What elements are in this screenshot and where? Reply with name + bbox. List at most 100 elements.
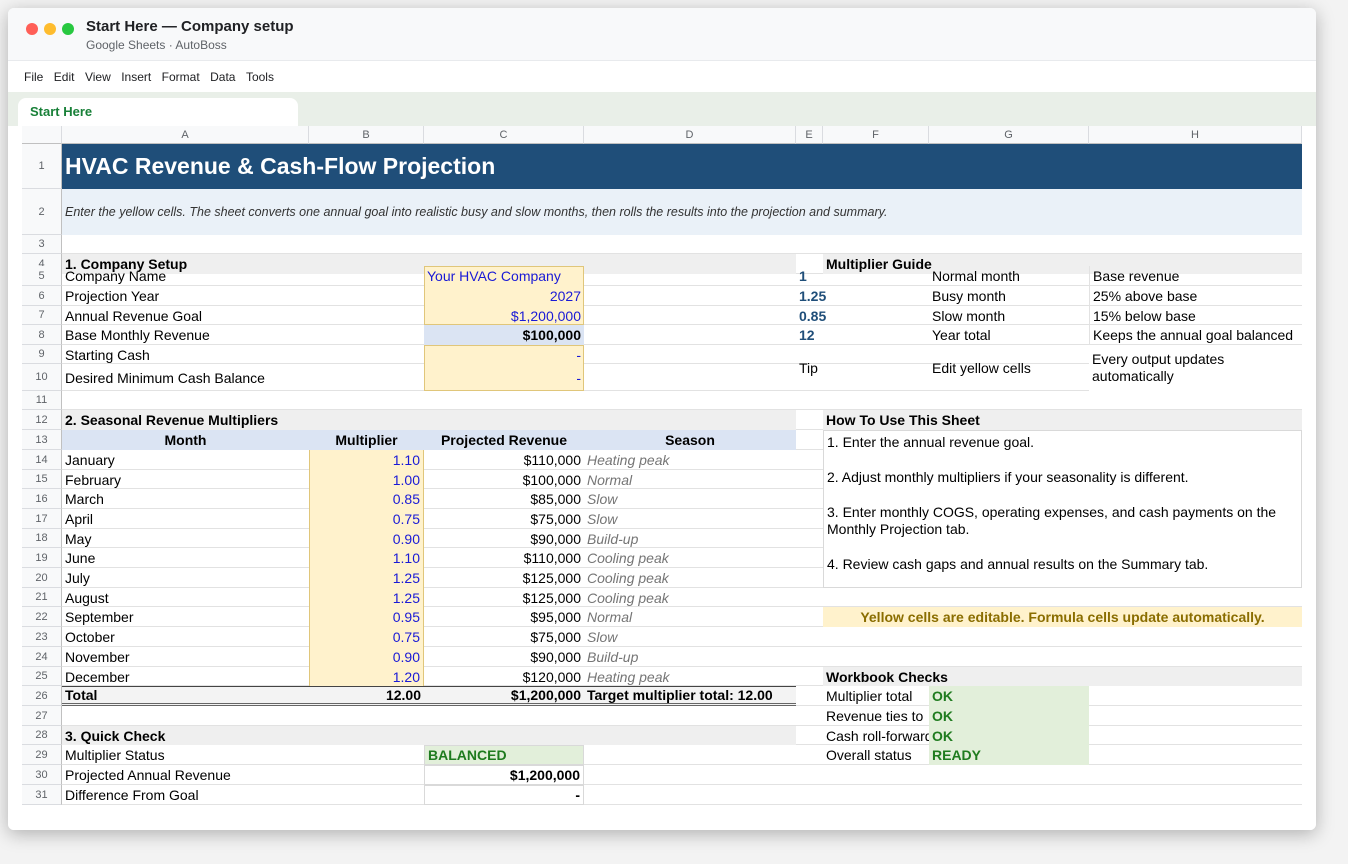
row-gridline <box>62 626 1302 627</box>
target-multiplier-note: Target multiplier total: 12.00 <box>584 686 796 706</box>
season-february: Normal <box>587 471 633 488</box>
projection-year-label: Projection Year <box>65 288 160 304</box>
window-title: Start Here — Company setup <box>86 18 294 35</box>
row-gridline <box>62 488 1302 489</box>
row-header-18[interactable]: 18 <box>22 529 62 548</box>
guide-name-3: Slow month <box>932 307 1006 324</box>
sheet-tab-start-here[interactable]: Start Here <box>18 98 298 126</box>
menu-data[interactable]: Data <box>210 70 236 84</box>
row-gridline <box>62 324 1302 325</box>
revenue-march: $85,000 <box>530 491 581 507</box>
editable-cells-note: Yellow cells are editable. Formula cells… <box>823 607 1302 627</box>
column-header-g[interactable]: G <box>929 126 1089 144</box>
check-status-2: OK <box>929 706 1089 726</box>
multiplier-september-input[interactable]: 0.95 <box>309 607 424 627</box>
row-header-31[interactable]: 31 <box>22 785 62 805</box>
row-header-17[interactable]: 17 <box>22 509 62 529</box>
row-gridline <box>62 784 1302 785</box>
column-header-c[interactable]: C <box>424 126 584 144</box>
row-header-26[interactable]: 26 <box>22 686 62 706</box>
guide-name-1: Normal month <box>932 268 1020 284</box>
close-window-button[interactable] <box>26 23 38 35</box>
row-header-6[interactable]: 6 <box>22 286 62 306</box>
row-header-27[interactable]: 27 <box>22 706 62 726</box>
column-header-h[interactable]: H <box>1089 126 1302 144</box>
column-header-b[interactable]: B <box>309 126 424 144</box>
column-header-d[interactable]: D <box>584 126 796 144</box>
row-header-24[interactable]: 24 <box>22 647 62 667</box>
row-header-25[interactable]: 25 <box>22 667 62 686</box>
menu-view[interactable]: View <box>84 70 111 84</box>
row-gridline <box>62 547 1302 548</box>
row-header-16[interactable]: 16 <box>22 489 62 509</box>
row-header-21[interactable]: 21 <box>22 588 62 607</box>
row-header-14[interactable]: 14 <box>22 450 62 470</box>
revenue-september: $95,000 <box>530 609 581 625</box>
starting-cash-input[interactable]: - <box>576 346 581 363</box>
guide-desc-1: Base revenue <box>1089 266 1302 286</box>
multiplier-december-input[interactable]: 1.20 <box>309 667 424 686</box>
row-header-11[interactable]: 11 <box>22 391 62 410</box>
multiplier-march-input[interactable]: 0.85 <box>309 489 424 509</box>
menu-file[interactable]: File <box>24 70 44 84</box>
multiplier-october-input[interactable]: 0.75 <box>309 627 424 647</box>
row-header-1[interactable]: 1 <box>22 144 62 189</box>
section-company-setup: 1. Company Setup <box>62 254 796 274</box>
select-all-corner[interactable] <box>22 126 62 144</box>
row-header-15[interactable]: 15 <box>22 470 62 489</box>
column-header-f[interactable]: F <box>823 126 929 144</box>
check-label-2: Revenue ties to <box>826 708 924 724</box>
row-header-10[interactable]: 10 <box>22 364 62 391</box>
multiplier-june-input[interactable]: 1.10 <box>309 548 424 568</box>
difference-from-goal-label: Difference From Goal <box>65 787 199 803</box>
section-quick-check: 3. Quick Check <box>62 726 796 745</box>
season-june: Cooling peak <box>587 550 669 566</box>
row-header-2[interactable]: 2 <box>22 189 62 235</box>
row-gridline <box>62 685 1302 686</box>
row-gridline <box>62 285 1302 286</box>
col-header-season: Season <box>584 430 796 450</box>
row-header-30[interactable]: 30 <box>22 765 62 785</box>
spreadsheet-grid: A B C D E F G H 1 2 3 4 5 6 7 8 9 10 11 12 13 14 15 16 17 18 19 20 2… <box>8 126 1316 830</box>
menu-insert[interactable]: Insert <box>121 70 152 84</box>
row-header-19[interactable]: 19 <box>22 548 62 568</box>
column-header-a[interactable]: A <box>62 126 309 144</box>
annual-revenue-goal-input[interactable]: $1,200,000 <box>510 307 581 324</box>
row-header-9[interactable]: 9 <box>22 345 62 364</box>
menu-tools[interactable]: Tools <box>245 70 274 84</box>
season-july: Cooling peak <box>587 570 669 586</box>
row-header-29[interactable]: 29 <box>22 745 62 765</box>
menu-edit[interactable]: Edit <box>53 70 75 84</box>
row-header-22[interactable]: 22 <box>22 607 62 627</box>
row-header-28[interactable]: 28 <box>22 726 62 745</box>
projection-year-input[interactable]: 2027 <box>549 288 581 304</box>
row-header-12[interactable]: 12 <box>22 410 62 430</box>
multiplier-january-input[interactable]: 1.10 <box>309 450 424 470</box>
multiplier-february-input[interactable]: 1.00 <box>309 470 424 489</box>
how-to-step-2: 2. Adjust monthly multipliers if your se… <box>827 469 1189 485</box>
row-header-8[interactable]: 8 <box>22 325 62 345</box>
multiplier-july-input[interactable]: 1.25 <box>309 568 424 588</box>
row-header-23[interactable]: 23 <box>22 627 62 647</box>
guide-multiplier-1: 1 <box>799 268 807 284</box>
min-cash-balance-input[interactable]: - <box>576 369 581 386</box>
how-to-use-box: 1. Enter the annual revenue goal. 2. Adju… <box>823 430 1302 588</box>
subtitle-separator: · <box>168 38 173 52</box>
column-header-e[interactable]: E <box>796 126 823 144</box>
row-header-20[interactable]: 20 <box>22 568 62 588</box>
window-subtitle: Google Sheets · AutoBoss <box>86 38 227 52</box>
menu-format[interactable]: Format <box>161 70 200 84</box>
multiplier-august-input[interactable]: 1.25 <box>309 588 424 607</box>
minimize-window-button[interactable] <box>44 23 56 35</box>
row-header-7[interactable]: 7 <box>22 306 62 325</box>
maximize-window-button[interactable] <box>62 23 74 35</box>
row-header-3[interactable]: 3 <box>22 235 62 254</box>
multiplier-april-input[interactable]: 0.75 <box>309 509 424 529</box>
total-revenue: $1,200,000 <box>424 686 584 706</box>
min-cash-balance-label: Desired Minimum Cash Balance <box>65 369 265 386</box>
row-header-5[interactable]: 5 <box>22 266 62 286</box>
multiplier-may-input[interactable]: 0.90 <box>309 529 424 548</box>
company-name-input[interactable]: Your HVAC Company <box>427 268 561 284</box>
row-header-13[interactable]: 13 <box>22 430 62 450</box>
multiplier-november-input[interactable]: 0.90 <box>309 647 424 667</box>
